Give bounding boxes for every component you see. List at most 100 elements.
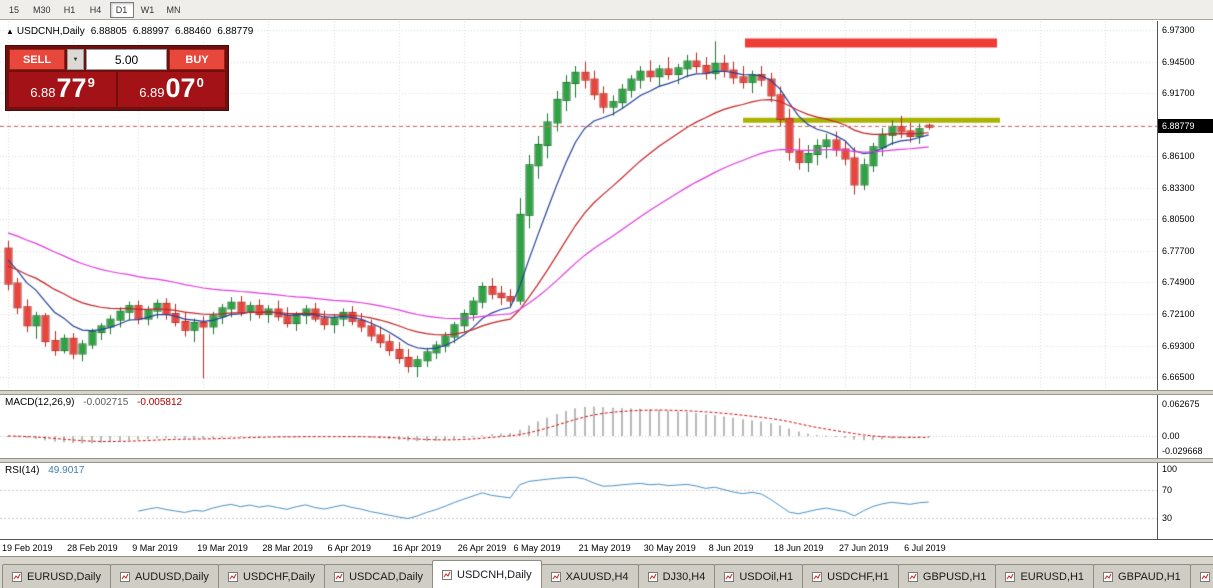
rsi-axis-label: 70 bbox=[1162, 485, 1173, 495]
timeframe-button-m30[interactable]: M30 bbox=[33, 4, 51, 15]
rsi-indicator-name: RSI(14) bbox=[5, 465, 40, 476]
tab-label: AUDUSD,Daily bbox=[134, 570, 209, 583]
price-axis[interactable]: 6.973006.945006.917006.889006.861006.833… bbox=[1157, 21, 1213, 539]
date-axis-label: 16 Apr 2019 bbox=[392, 543, 442, 553]
tab-label: USDCAD,Daily bbox=[349, 570, 424, 583]
macd-axis-label: 0.00 bbox=[1162, 431, 1180, 441]
chart-tab-gbpusd-h1[interactable]: GBPUSD,H1 bbox=[897, 564, 997, 588]
chart-icon bbox=[12, 571, 22, 582]
chart-tab-usdchf-h1[interactable]: USDCHF,H1 bbox=[802, 564, 899, 588]
date-axis-label: 6 Jul 2019 bbox=[904, 543, 946, 553]
date-axis[interactable]: 19 Feb 2019 28 Feb 2019 9 Mar 2019 19 Mar 2… bbox=[0, 539, 1213, 556]
tab-label: USDCHF,Daily bbox=[242, 570, 316, 583]
date-axis-label: 28 Feb 2019 bbox=[67, 543, 118, 553]
macd-panel[interactable]: MACD(12,26,9) -0.002715 -0.005812 bbox=[0, 395, 1157, 458]
chart-tab-eurusd-daily[interactable]: EURUSD,Daily bbox=[2, 564, 111, 588]
macd-label-line: MACD(12,26,9) -0.002715 -0.005812 bbox=[5, 397, 182, 408]
timeframe-toolbar: 15 M30 H1 H4 D1 W1 MN bbox=[0, 0, 1213, 20]
date-axis-label: 27 Jun 2019 bbox=[839, 543, 889, 553]
tab-label: DJ30,H4 bbox=[662, 570, 706, 583]
chart-icon bbox=[334, 571, 345, 582]
price-axis-label: 6.66500 bbox=[1162, 372, 1195, 383]
volume-dropdown-button[interactable]: ▼ bbox=[67, 49, 84, 70]
timeframe-button-15[interactable]: 15 bbox=[8, 4, 19, 15]
price-axis-label: 6.86100 bbox=[1162, 151, 1195, 162]
tab-label: XAUUSD,H4 bbox=[565, 570, 629, 583]
date-axis-label: 19 Mar 2019 bbox=[197, 543, 248, 553]
date-axis-label: 28 Mar 2019 bbox=[262, 543, 313, 553]
rsi-canvas[interactable] bbox=[0, 463, 1157, 539]
tab-label: GBPUSD,H1 bbox=[922, 570, 987, 583]
buy-quote[interactable]: 6.89 07 0 bbox=[118, 72, 225, 107]
chart-info-line: ▲ USDCNH,Daily 6.88805 6.88997 6.88460 6… bbox=[6, 26, 253, 37]
chart-tab-eurusd-h1[interactable]: EURUSD,H1 bbox=[995, 564, 1095, 588]
price-axis-label: 6.80500 bbox=[1162, 214, 1195, 225]
price-axis-label: 6.72100 bbox=[1162, 309, 1195, 320]
volume-input[interactable] bbox=[86, 49, 167, 70]
chart-icon bbox=[227, 571, 238, 582]
price-axis-label: 6.74900 bbox=[1162, 277, 1195, 288]
ohlc-close: 6.88779 bbox=[217, 26, 254, 37]
rsi-axis-label: 30 bbox=[1162, 513, 1173, 523]
date-axis-label: 6 May 2019 bbox=[513, 543, 561, 553]
chart-tab-audusd-daily[interactable]: AUDUSD,Daily bbox=[109, 564, 219, 588]
rsi-value: 49.9017 bbox=[48, 465, 85, 476]
tab-label: EURUSD,Daily bbox=[27, 570, 101, 583]
macd-indicator-name: MACD(12,26,9) bbox=[5, 397, 75, 408]
date-axis-label: 21 May 2019 bbox=[578, 543, 631, 553]
tab-label: EURUSD,H1 bbox=[1020, 570, 1085, 583]
chart-icon bbox=[647, 571, 658, 582]
chart-icon bbox=[442, 569, 453, 580]
chart-icon bbox=[1005, 571, 1016, 582]
timeframe-button-d1[interactable]: D1 bbox=[109, 1, 134, 18]
ohlc-high: 6.88997 bbox=[132, 26, 170, 37]
sell-quote[interactable]: 6.88 77 9 bbox=[9, 72, 116, 107]
price-axis-label: 6.69300 bbox=[1162, 340, 1195, 351]
rsi-axis-label: 100 bbox=[1162, 464, 1178, 474]
buy-price-prefix: 6.89 bbox=[139, 85, 165, 100]
macd-canvas[interactable] bbox=[0, 395, 1157, 458]
date-axis-label: 30 May 2019 bbox=[643, 543, 696, 553]
chart-tab-usdjpy-h1[interactable]: USDJPY,H1 bbox=[1189, 564, 1213, 588]
tab-label: USDCNH,Daily bbox=[457, 568, 532, 581]
buy-price-point: 0 bbox=[196, 75, 204, 90]
chart-tab-usdoil-h1[interactable]: USDOil,H1 bbox=[714, 564, 804, 588]
sell-price-pips: 77 bbox=[56, 73, 87, 103]
chart-tab-usdchf-daily[interactable]: USDCHF,Daily bbox=[217, 564, 326, 588]
chart-icon bbox=[812, 571, 823, 582]
timeframe-button-mn[interactable]: MN bbox=[166, 4, 181, 15]
timeframe-button-h4[interactable]: H4 bbox=[89, 4, 102, 15]
date-axis-label: 9 Mar 2019 bbox=[132, 543, 178, 553]
chart-tab-usdcnh-daily[interactable]: USDCNH,Daily bbox=[432, 560, 542, 588]
panel-splitter[interactable] bbox=[0, 458, 1213, 463]
price-axis-label: 6.97300 bbox=[1162, 25, 1195, 36]
panel-splitter[interactable] bbox=[0, 390, 1213, 395]
sell-button[interactable]: SELL bbox=[9, 49, 65, 70]
price-axis-label: 6.91700 bbox=[1162, 88, 1195, 99]
timeframe-button-h1[interactable]: H1 bbox=[63, 4, 76, 15]
chart-tab-dj30-h4[interactable]: DJ30,H4 bbox=[637, 564, 716, 588]
sell-price-prefix: 6.88 bbox=[30, 85, 56, 100]
price-chart-panel[interactable]: ▲ USDCNH,Daily 6.88805 6.88997 6.88460 6… bbox=[0, 21, 1157, 390]
chevron-down-icon: ▼ bbox=[72, 56, 79, 63]
tab-label: USDCHF,H1 bbox=[827, 570, 889, 583]
chart-tab-gbpaud-h1[interactable]: GBPAUD,H1 bbox=[1093, 564, 1191, 588]
chart-icon bbox=[1199, 571, 1210, 582]
chart-icon bbox=[119, 571, 130, 582]
chart-tab-usdcad-daily[interactable]: USDCAD,Daily bbox=[324, 564, 434, 588]
rsi-label-line: RSI(14) 49.9017 bbox=[5, 465, 84, 476]
date-axis-label: 8 Jun 2019 bbox=[708, 543, 754, 553]
price-axis-label: 6.94500 bbox=[1162, 56, 1195, 67]
chart-tab-xauusd-h4[interactable]: XAUUSD,H4 bbox=[540, 564, 639, 588]
macd-main-value: -0.002715 bbox=[83, 397, 129, 408]
chart-icon bbox=[1103, 571, 1114, 582]
one-click-trading-panel: SELL ▼ BUY 6.88 77 9 6.89 07 0 bbox=[5, 45, 229, 111]
ohlc-low: 6.88460 bbox=[175, 26, 212, 37]
rsi-panel[interactable]: RSI(14) 49.9017 bbox=[0, 463, 1157, 539]
timeframe-button-w1[interactable]: W1 bbox=[140, 4, 155, 15]
one-click-toggle-icon[interactable]: ▲ bbox=[6, 26, 14, 36]
price-axis-label: 6.83300 bbox=[1162, 182, 1195, 193]
buy-button[interactable]: BUY bbox=[169, 49, 225, 70]
sell-price-point: 9 bbox=[87, 75, 95, 90]
